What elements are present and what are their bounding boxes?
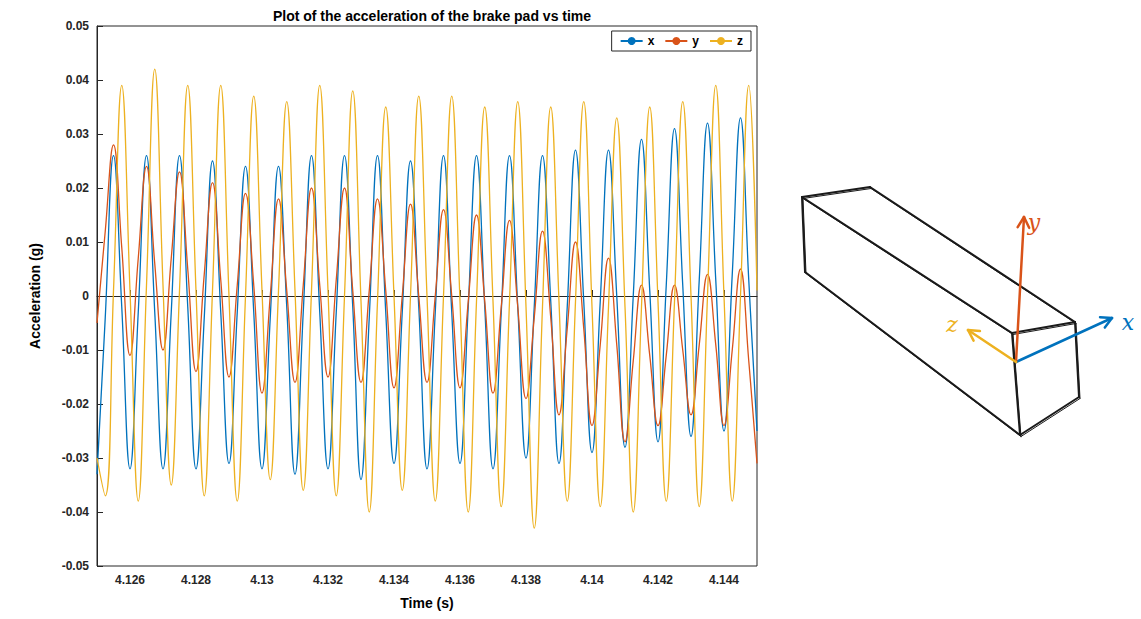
svg-text:z: z <box>737 34 743 48</box>
svg-text:0: 0 <box>82 289 89 303</box>
svg-text:y: y <box>692 34 699 48</box>
svg-text:-0.03: -0.03 <box>62 451 90 465</box>
svg-text:0.01: 0.01 <box>66 235 90 249</box>
svg-text:Time (s): Time (s) <box>400 595 453 611</box>
svg-text:-0.01: -0.01 <box>62 343 90 357</box>
svg-text:4.138: 4.138 <box>511 573 541 587</box>
svg-text:-0.02: -0.02 <box>62 397 90 411</box>
svg-text:4.128: 4.128 <box>181 573 211 587</box>
svg-text:-0.04: -0.04 <box>62 505 90 519</box>
svg-text:4.14: 4.14 <box>580 573 604 587</box>
svg-text:Plot of the acceleration of th: Plot of the acceleration of the brake pa… <box>273 8 591 24</box>
svg-text:4.134: 4.134 <box>379 573 409 587</box>
svg-text:0.03: 0.03 <box>66 127 90 141</box>
svg-text:4.136: 4.136 <box>445 573 475 587</box>
svg-text:0.05: 0.05 <box>66 19 90 33</box>
svg-text:-0.05: -0.05 <box>62 559 90 573</box>
svg-text:Acceleration (g): Acceleration (g) <box>27 243 43 349</box>
svg-text:4.13: 4.13 <box>250 573 274 587</box>
svg-text:x: x <box>648 34 655 48</box>
svg-text:0.04: 0.04 <box>66 73 90 87</box>
svg-text:z: z <box>945 312 958 337</box>
svg-text:4.126: 4.126 <box>115 573 145 587</box>
svg-text:4.142: 4.142 <box>643 573 673 587</box>
svg-text:x: x <box>1122 310 1135 335</box>
svg-text:0.02: 0.02 <box>66 181 90 195</box>
svg-text:y: y <box>1027 210 1041 235</box>
svg-text:4.144: 4.144 <box>709 573 739 587</box>
svg-text:4.132: 4.132 <box>313 573 343 587</box>
